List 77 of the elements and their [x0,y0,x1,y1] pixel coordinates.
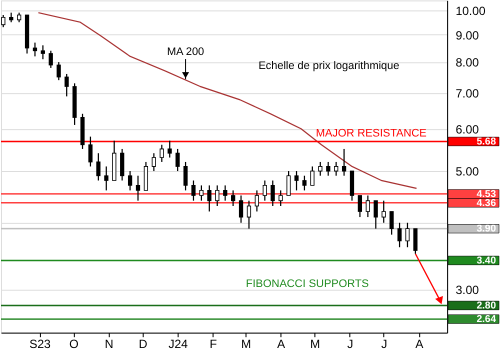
y-tick-label: 7.00 [456,86,480,101]
y-tick-label: 10.00 [456,4,486,18]
candlestick [310,166,314,186]
candlestick [382,200,386,224]
y-tick-label: 9.00 [456,28,480,42]
candlestick [88,136,93,168]
candlestick [56,61,61,81]
ref-line-label: 3.40 [476,255,496,266]
candlestick [238,194,244,224]
candlestick [191,180,196,202]
candlestick [254,190,259,212]
candlestick [413,228,418,254]
x-tick-label: J [347,337,354,350]
x-tick-label: J [381,337,388,350]
y-tick-label: 6.00 [456,122,480,136]
candlestick [48,50,53,69]
annotation: FIBONACCI SUPPORTS [246,278,369,290]
candlestick [334,161,338,176]
candlestick [374,200,378,230]
y-tick-label: 3.00 [456,282,480,297]
candlestick [183,161,188,191]
ref-line-label: 5.68 [476,136,496,148]
candlestick [136,175,140,202]
ref-line-label: 3.90 [476,224,496,235]
ref-line-label: 4.36 [476,198,496,209]
candlestick [278,190,283,207]
candlestick [302,175,307,191]
candlestick [152,152,156,172]
candlestick [270,180,275,207]
candlestick [176,148,180,172]
x-tick-label: M [310,337,320,350]
candlestick [246,200,252,230]
candlestick [96,152,100,182]
candlestick [342,148,346,176]
candlestick [104,166,108,191]
candlestick [366,194,370,218]
x-tick-label: A [277,337,286,350]
candlestick [215,184,220,207]
candlestick [397,222,402,248]
x-tick-label: A [415,337,424,350]
candlestick [32,42,38,57]
candlestick [318,161,322,176]
x-tick-label: S23 [29,337,51,350]
candlestick [294,170,299,191]
annotation: MA 200 [166,46,204,58]
annotation: Echelle de prix logarithmique [258,60,400,72]
candlestick [160,144,164,163]
candlestick [207,184,212,212]
candlestick [223,184,228,202]
candlestick [326,161,330,176]
candlestick [144,161,148,191]
candlestick [262,180,267,202]
candlestick [128,170,132,191]
candlestick [64,73,69,97]
x-tick-label: M [241,337,252,350]
annotation: MAJOR RESISTANCE [316,127,427,140]
candlestick [358,194,362,218]
candlestick [17,12,22,23]
y-tick-label: 8.00 [456,56,480,70]
candlestick [231,190,236,207]
candlestick [168,140,172,158]
x-tick-label: J24 [168,337,188,350]
candlestick [390,210,394,236]
candlestick [286,170,291,196]
x-tick-label: F [210,337,217,350]
ref-line-label: 2.64 [476,314,496,326]
candlestick [120,148,124,182]
ref-line-label: 4.53 [476,188,496,200]
candlestick [405,222,410,248]
x-tick-label: O [69,337,79,350]
candlestick [199,184,204,202]
x-tick-label: N [104,337,114,350]
candlestick [40,44,45,60]
x-tick-label: D [138,337,148,350]
y-tick-label: 5.00 [456,164,480,179]
candlestick [9,12,14,23]
ref-line-label: 2.80 [476,300,496,312]
